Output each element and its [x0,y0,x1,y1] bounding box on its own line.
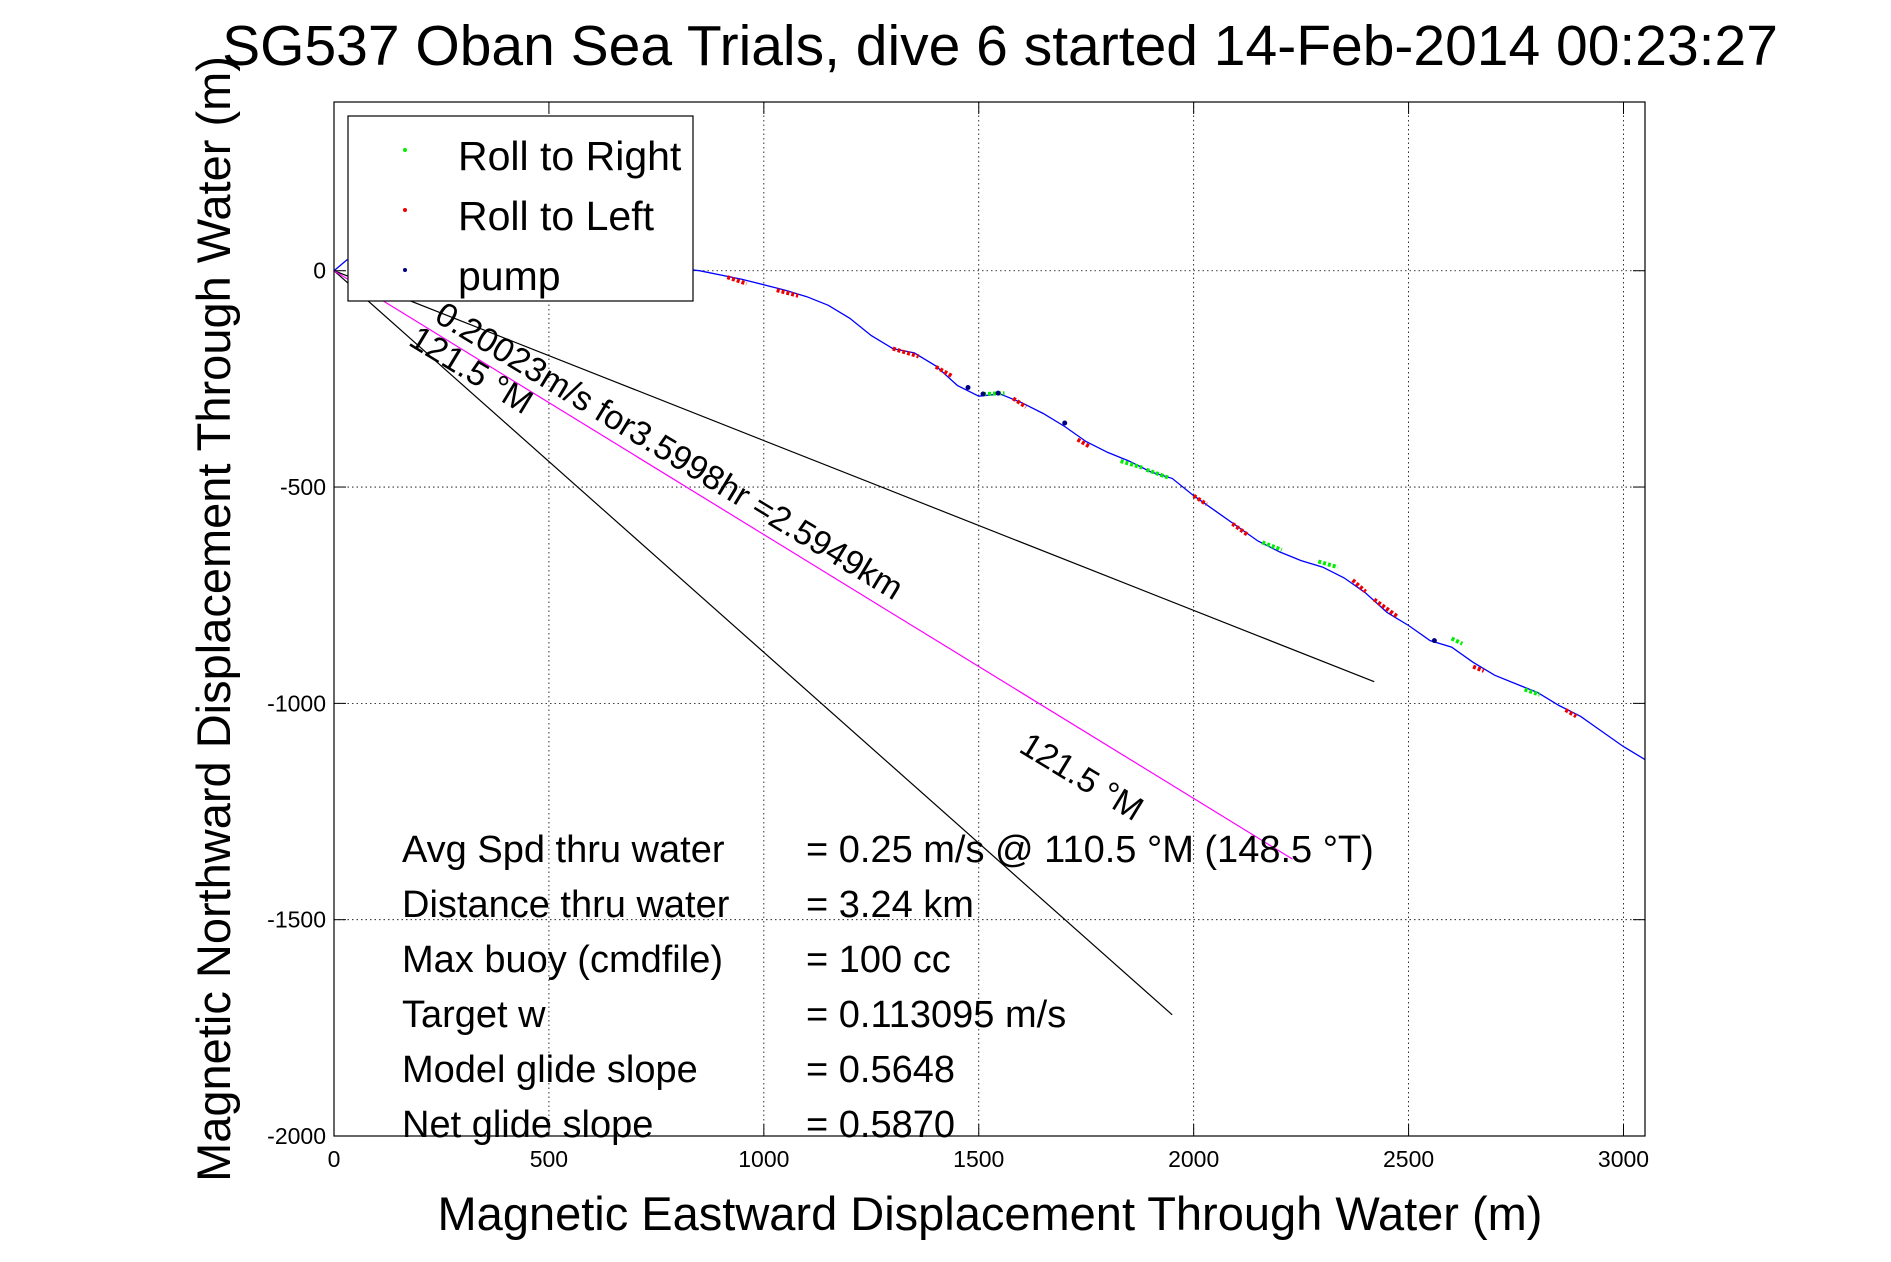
roll-right-marks [1120,459,1143,470]
roll-left-marks [1011,396,1028,409]
y-tick-label: -1500 [267,907,326,933]
axis-ticks: 0 500 1000 1500 2000 2500 3000 0 -500 -1000 -1500 -… [267,102,1649,1172]
y-axis-label: Magnetic Northward Displacement Through … [187,56,240,1182]
roll-right-marks [1523,687,1541,697]
roll-right-marks [983,391,1005,396]
roll-left-marks [934,365,954,379]
roll-left-marks [1564,708,1578,719]
roll-left-marks [892,346,920,359]
x-tick-label: 2500 [1383,1146,1434,1172]
roll-right-marks [1317,559,1339,570]
x-tick-label: 1000 [738,1146,789,1172]
annotation-label: Target w [402,994,546,1036]
legend-marker [403,148,407,152]
annotation-label: Avg Spd thru water [402,829,725,871]
y-tick-label: 0 [313,258,326,284]
annotation-label: Max buoy (cmdfile) [402,939,723,981]
y-tick-label: -500 [280,474,326,500]
annotation-value: = 0.25 m/s @ 110.5 °M (148.5 °T) [806,829,1374,871]
roll-left-marks [726,275,748,286]
annotation-label: Distance thru water [402,884,730,926]
legend-marker [403,268,407,272]
roll-right-marks [1450,636,1464,646]
reference-lines [333,270,1375,1016]
legend-label: pump [458,253,561,299]
roll-left-marks [1351,578,1367,594]
reference-line [333,270,1173,1016]
legend: Roll to Right Roll to Left pump [347,115,694,302]
annotation-value: = 3.24 km [806,884,974,926]
y-tick-label: -1000 [267,690,326,716]
roll-left-marks [776,288,799,298]
legend-label: Roll to Left [458,193,655,239]
annotation-label: Model glide slope [402,1049,698,1091]
roll-left-marks [1472,664,1485,673]
plot-frame [333,101,1646,1137]
roll-right-marks [1145,467,1169,480]
chart-title: SG537 Oban Sea Trials, dive 6 started 14… [222,14,1778,78]
pump-point [1062,420,1068,426]
annotation-value: = 100 cc [806,939,951,981]
annotation-block: Avg Spd thru water = 0.25 m/s @ 110.5 °M … [402,829,1374,1146]
roll-left-marks [1231,522,1249,537]
pump-point [965,385,971,391]
annotation-value: = 0.5870 [806,1104,955,1146]
x-tick-label: 1500 [953,1146,1004,1172]
reference-line [333,270,1375,683]
x-tick-label: 2000 [1168,1146,1219,1172]
pump-point [995,390,1001,396]
y-tick-label: -2000 [267,1123,326,1149]
roll-left-marks [1076,437,1092,449]
x-tick-label: 3000 [1598,1146,1649,1172]
reference-line [333,270,1293,860]
legend-marker [403,208,407,212]
x-tick-label: 500 [530,1146,568,1172]
annotation-label: Net glide slope [402,1104,653,1146]
annotation-value: = 0.5648 [806,1049,955,1091]
pump-point [980,391,986,397]
pump-point [1431,638,1437,644]
roll-left-marks [1192,494,1208,507]
annotation-value: = 0.113095 m/s [806,994,1066,1036]
roll-right-marks [1261,540,1283,552]
x-axis-label: Magnetic Eastward Displacement Through W… [438,1187,1543,1240]
x-tick-label: 0 [328,1146,341,1172]
legend-label: Roll to Right [458,133,682,179]
